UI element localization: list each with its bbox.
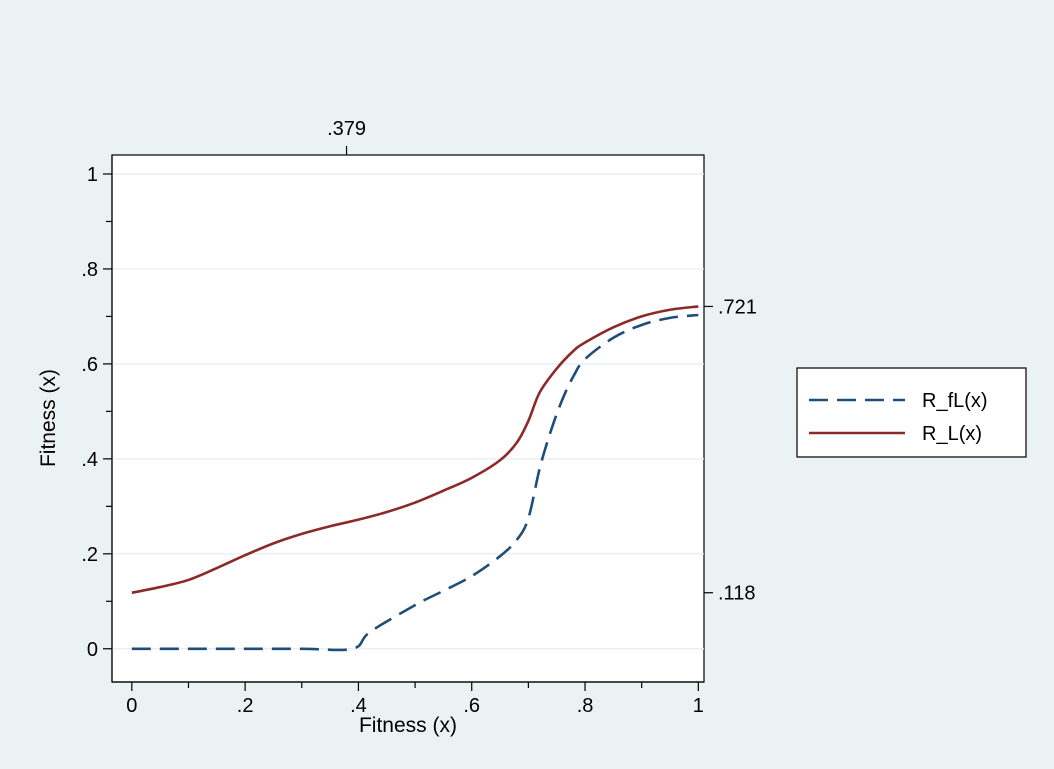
grid-lines — [112, 173, 704, 650]
x-tick-label: 1 — [693, 695, 704, 717]
y-tick-label: 0 — [87, 639, 98, 661]
y-tick-label: .8 — [81, 259, 98, 281]
legend-box — [796, 367, 1027, 458]
right-tick-label: .721 — [718, 296, 757, 318]
y-tick-label: .2 — [81, 544, 98, 566]
axes: 0 .2 .4 .6 .8 1 0 .2 .4 .6 .8 1 .379 .721 .118 — [81, 118, 757, 717]
series-line-r-l-x — [131, 305, 699, 595]
y-tick-label: 1 — [87, 164, 98, 186]
series-line-r-fl-x — [131, 313, 699, 652]
legend: R_fL(x) R_L(x) — [796, 367, 1027, 458]
x-axis-title: Fitness (x) — [359, 714, 457, 737]
x-tick-label: .6 — [463, 695, 480, 717]
y-tick-label: .4 — [81, 449, 98, 471]
top-tick-label: .379 — [327, 118, 366, 140]
plot-background — [111, 154, 705, 683]
series-lines — [131, 305, 699, 652]
x-tick-label: .4 — [350, 695, 367, 717]
x-tick-label: .2 — [237, 695, 254, 717]
y-tick-label: .6 — [81, 354, 98, 376]
legend-label-r-fl: R_fL(x) — [922, 390, 988, 412]
legend-label-r-l: R_L(x) — [922, 423, 982, 445]
right-tick-label: .118 — [718, 583, 755, 605]
x-tick-label: .8 — [577, 695, 594, 717]
x-tick-label: 0 — [126, 695, 137, 717]
y-axis-title: Fitness (x) — [37, 369, 60, 467]
